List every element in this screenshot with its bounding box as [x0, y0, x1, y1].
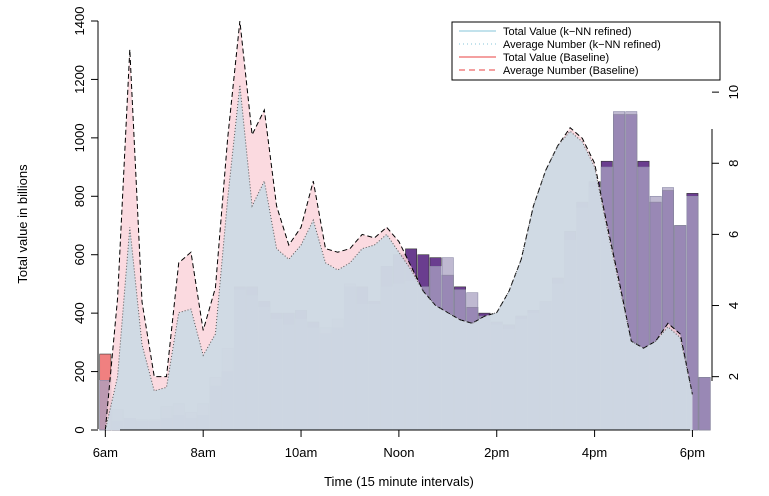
line-avg-knn: [104, 84, 693, 431]
y2-tick-label-3: 8: [726, 160, 741, 167]
y-tick-label-5: 1000: [72, 123, 87, 152]
y-tick-label-0: 0: [72, 426, 87, 433]
legend: Total Value (k−NN refined) Average Numbe…: [451, 21, 721, 81]
y2-tick-label-1: 4: [726, 302, 741, 309]
legend-box: [451, 21, 721, 81]
area-knn: [105, 85, 693, 431]
y-tick-label-6: 1200: [72, 65, 87, 94]
x-tick-label-6: 6pm: [680, 445, 705, 460]
x-tick-label-1: 8am: [191, 445, 216, 460]
y-tick-label-4: 800: [72, 185, 87, 207]
x-axis-ticks: 6am 8am 10am Noon 2pm 4pm 6pm: [93, 430, 705, 460]
x-tick-label-0: 6am: [93, 445, 118, 460]
y-tick-label-3: 600: [72, 244, 87, 266]
y-axis-label: Total value in billions: [15, 164, 30, 284]
y-tick-label-1: 200: [72, 361, 87, 383]
legend-label-total-knn: Total Value (k−NN refined): [503, 26, 632, 38]
plot-area: [99, 20, 711, 431]
y2-tick-label-4: 10: [726, 85, 741, 99]
x-tick-label-3: Noon: [383, 445, 414, 460]
y-tick-label-2: 400: [72, 302, 87, 324]
y2-axis-ticks: 2 4 6 8 10: [712, 85, 741, 380]
legend-label-avg-knn: Average Number (k−NN refined): [503, 39, 661, 51]
y-tick-label-7: 1400: [72, 7, 87, 36]
x-axis-label: Time (15 minute intervals): [324, 474, 474, 489]
x-tick-label-5: 4pm: [582, 445, 607, 460]
line-avg-baseline: [104, 20, 693, 431]
y-axis-ticks: 0 200 400 600 800 1000 1200 1400: [72, 7, 98, 434]
bar-knn-49: [698, 377, 711, 431]
y2-tick-label-0: 2: [726, 373, 741, 380]
x-tick-label-4: 2pm: [484, 445, 509, 460]
legend-label-avg-baseline: Average Number (Baseline): [503, 65, 639, 77]
x-tick-label-2: 10am: [285, 445, 318, 460]
axes: 6am 8am 10am Noon 2pm 4pm 6pm 0200400600800100…: [72, 7, 741, 460]
y2-tick-label-2: 6: [726, 231, 741, 238]
legend-label-total-baseline: Total Value (Baseline): [503, 52, 609, 64]
